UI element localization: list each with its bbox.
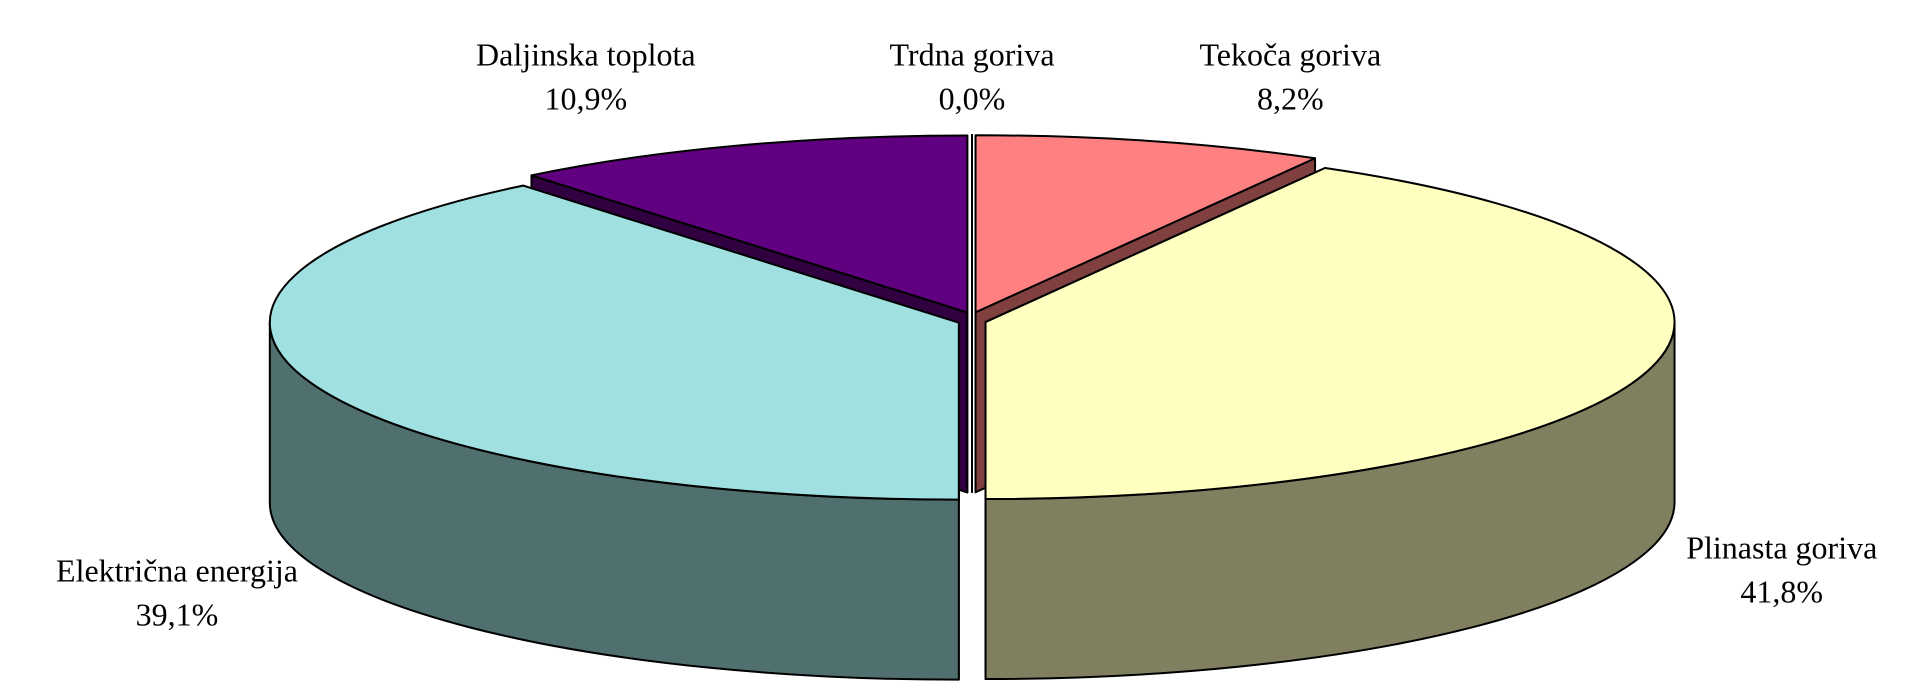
label-value: 10,9% [544, 80, 627, 116]
slice [530, 134, 969, 314]
label-name: Tekoča goriva [1199, 36, 1381, 72]
slice [268, 184, 960, 501]
label-value: 0,0% [939, 80, 1006, 116]
label-name: Daljinska toplota [476, 36, 696, 72]
label-value: 8,2% [1257, 80, 1324, 116]
slice-tops [268, 134, 1676, 501]
label-name: Električna energija [56, 553, 298, 589]
slice [974, 134, 1317, 314]
label-name: Plinasta goriva [1686, 529, 1877, 565]
slice [984, 167, 1676, 501]
outer-walls [268, 321, 1676, 681]
label-value: 39,1% [136, 597, 219, 633]
label-name: Trdna goriva [889, 36, 1054, 72]
labels: Trdna goriva 0,0% Tekoča goriva 8,2% Plinast… [56, 36, 1877, 632]
label-value: 41,8% [1740, 573, 1823, 609]
